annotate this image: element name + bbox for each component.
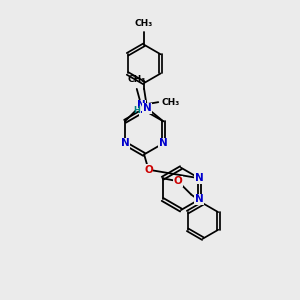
Text: N: N [121, 138, 129, 148]
Text: N: N [143, 103, 152, 113]
Text: CH₃: CH₃ [162, 98, 180, 107]
Text: O: O [173, 176, 182, 186]
Text: H: H [133, 106, 140, 115]
Text: N: N [140, 105, 148, 115]
Text: N: N [195, 194, 204, 205]
Text: N: N [137, 100, 146, 110]
Text: CH₃: CH₃ [128, 75, 146, 84]
Text: N: N [195, 173, 204, 183]
Text: N: N [159, 138, 168, 148]
Text: CH₃: CH₃ [135, 19, 153, 28]
Text: O: O [144, 165, 153, 175]
